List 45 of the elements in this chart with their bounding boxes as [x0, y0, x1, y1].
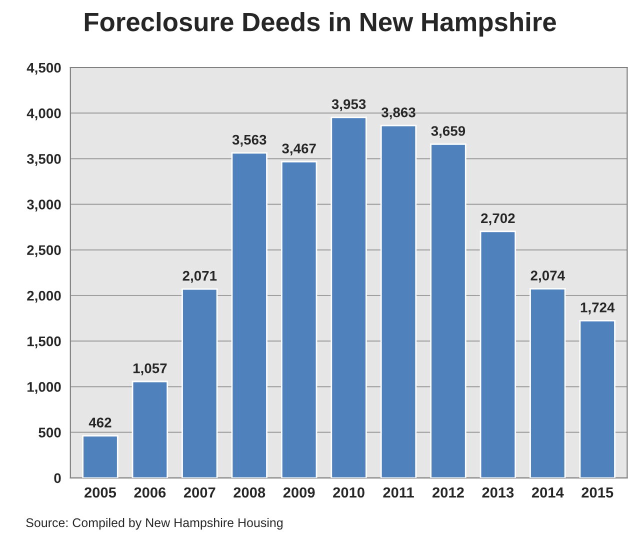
- bar: [182, 288, 218, 478]
- source-note: Source: Compiled by New Hampshire Housing: [26, 518, 283, 530]
- x-tick-label: 2008: [234, 487, 266, 498]
- bar: [530, 288, 566, 478]
- x-tick-label: 2007: [184, 487, 216, 498]
- y-tick-label: 2,500: [27, 245, 61, 258]
- data-label: 3,563: [232, 134, 266, 147]
- chart-title: Foreclosure Deeds in New Hampshire: [84, 12, 556, 37]
- x-tick-label: 2011: [383, 487, 414, 498]
- bar: [430, 144, 466, 478]
- data-label: 2,702: [481, 213, 515, 226]
- y-tick-label: 2,000: [27, 290, 61, 303]
- x-tick-label: 2014: [532, 487, 564, 498]
- y-tick-label: 4,000: [26, 108, 61, 120]
- data-label: 2,071: [182, 270, 217, 283]
- y-tick-label: 1,500: [27, 336, 61, 348]
- bar: [380, 124, 417, 478]
- data-label: 1,057: [133, 363, 167, 376]
- y-tick-label: 4,500: [26, 62, 61, 75]
- data-label: 3,467: [282, 144, 316, 156]
- bar: [82, 435, 118, 478]
- y-tick-label: 3,500: [26, 154, 61, 166]
- data-label: 1,724: [580, 302, 615, 314]
- x-tick-label: 2015: [582, 487, 614, 498]
- x-tick-label: 2013: [482, 487, 514, 498]
- x-tick-label: 2009: [283, 487, 315, 498]
- bar: [132, 380, 168, 478]
- y-tick-label: 0: [54, 473, 61, 484]
- x-tick-label: 2012: [432, 487, 464, 498]
- data-label: 462: [88, 418, 112, 428]
- y-tick-label: 500: [38, 428, 61, 438]
- y-tick-label: 3,000: [26, 200, 61, 212]
- y-tick-label: 1,000: [27, 382, 61, 394]
- x-tick-label: 2010: [333, 487, 364, 498]
- bar: [280, 161, 318, 478]
- bar: [480, 230, 516, 478]
- bar: [579, 320, 616, 478]
- data-label: 3,659: [431, 126, 466, 138]
- bar: [231, 152, 268, 478]
- x-tick-label: 2006: [134, 487, 166, 498]
- data-label: 3,863: [381, 107, 416, 120]
- data-label: 3,953: [332, 99, 366, 112]
- x-tick-label: 2005: [84, 487, 116, 498]
- bar: [330, 116, 367, 478]
- data-label: 2,074: [530, 270, 565, 282]
